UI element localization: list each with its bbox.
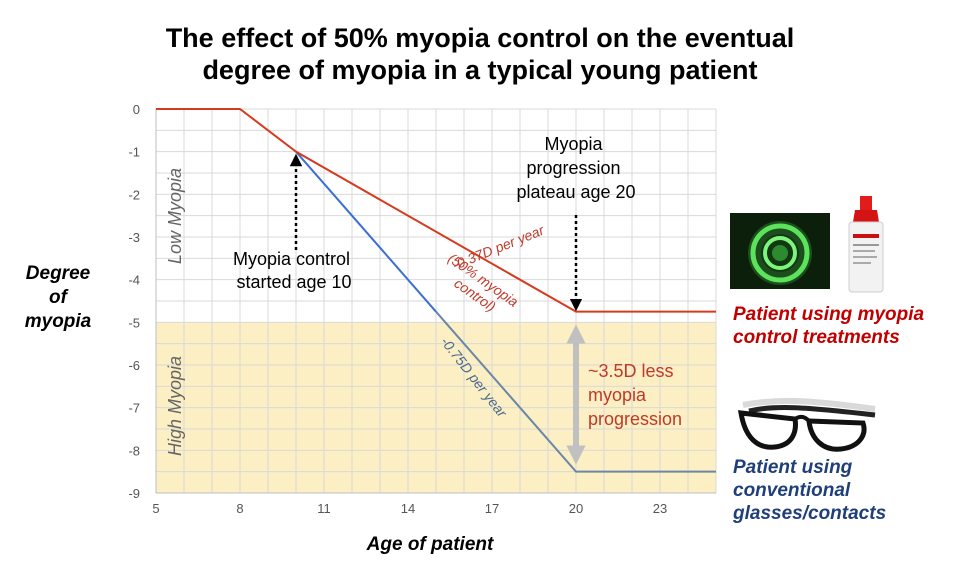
legend-conventional-line-3: glasses/contacts [733,503,887,524]
legend-myopia-control-line-1: Patient using myopia [733,304,925,325]
series-line-conventional-early [295,151,437,313]
x-tick-label: 20 [569,501,583,516]
x-tick-label: 14 [401,501,415,516]
y-tick-label: -9 [128,486,140,501]
eye-drops-bottle-image [848,196,884,293]
region-label-high-myopia: High Myopia [165,356,185,456]
plateau-annotation: Myopia progression plateau age 20 [516,134,635,202]
x-tick-label: 17 [485,501,499,516]
chart-title: The effect of 50% myopia control on the … [100,22,860,86]
control-start-annotation: Myopia control started age 10 [233,249,355,292]
y-tick-label: -1 [128,145,140,160]
x-tick-label: 23 [653,501,667,516]
x-tick-label: 8 [236,501,243,516]
y-tick-label: -7 [128,401,140,416]
y-axis-label-line-1: Degree [25,263,91,284]
difference-annotation: ~3.5D less myopia progression [588,361,682,429]
series-line-conventional-late [435,311,716,473]
eyeglasses-image [737,397,876,452]
y-tick-label: -6 [128,358,140,373]
y-axis-label-line-3: myopia [24,311,92,332]
legend-myopia-control-line-2: control treatments [733,327,900,348]
y-tick-label: 0 [133,102,140,117]
x-tick-label: 11 [317,501,331,516]
y-tick-label: -4 [128,273,140,288]
legend-conventional-line-1: Patient using [733,457,853,478]
title-line-2: degree of myopia in a typical young pati… [202,55,758,85]
x-tick-label: 5 [152,501,159,516]
legend-conventional: Patient using conventional glasses/conta… [733,456,886,525]
y-tick-label: -2 [128,187,140,202]
region-label-low-myopia: Low Myopia [165,168,185,264]
y-axis-label-line-2: of [49,287,67,308]
y-axis-label: Degree of myopia [18,262,98,334]
orthokeratology-lens-image [730,213,830,289]
legend-myopia-control: Patient using myopia control treatments [733,303,924,349]
series-line-myopia-control [156,108,716,313]
y-tick-label: -5 [128,315,140,330]
y-tick-label: -3 [128,230,140,245]
title-line-1: The effect of 50% myopia control on the … [165,23,795,53]
y-tick-label: -8 [128,443,140,458]
x-axis-label: Age of patient [366,534,494,555]
legend-conventional-line-2: conventional [733,480,851,501]
